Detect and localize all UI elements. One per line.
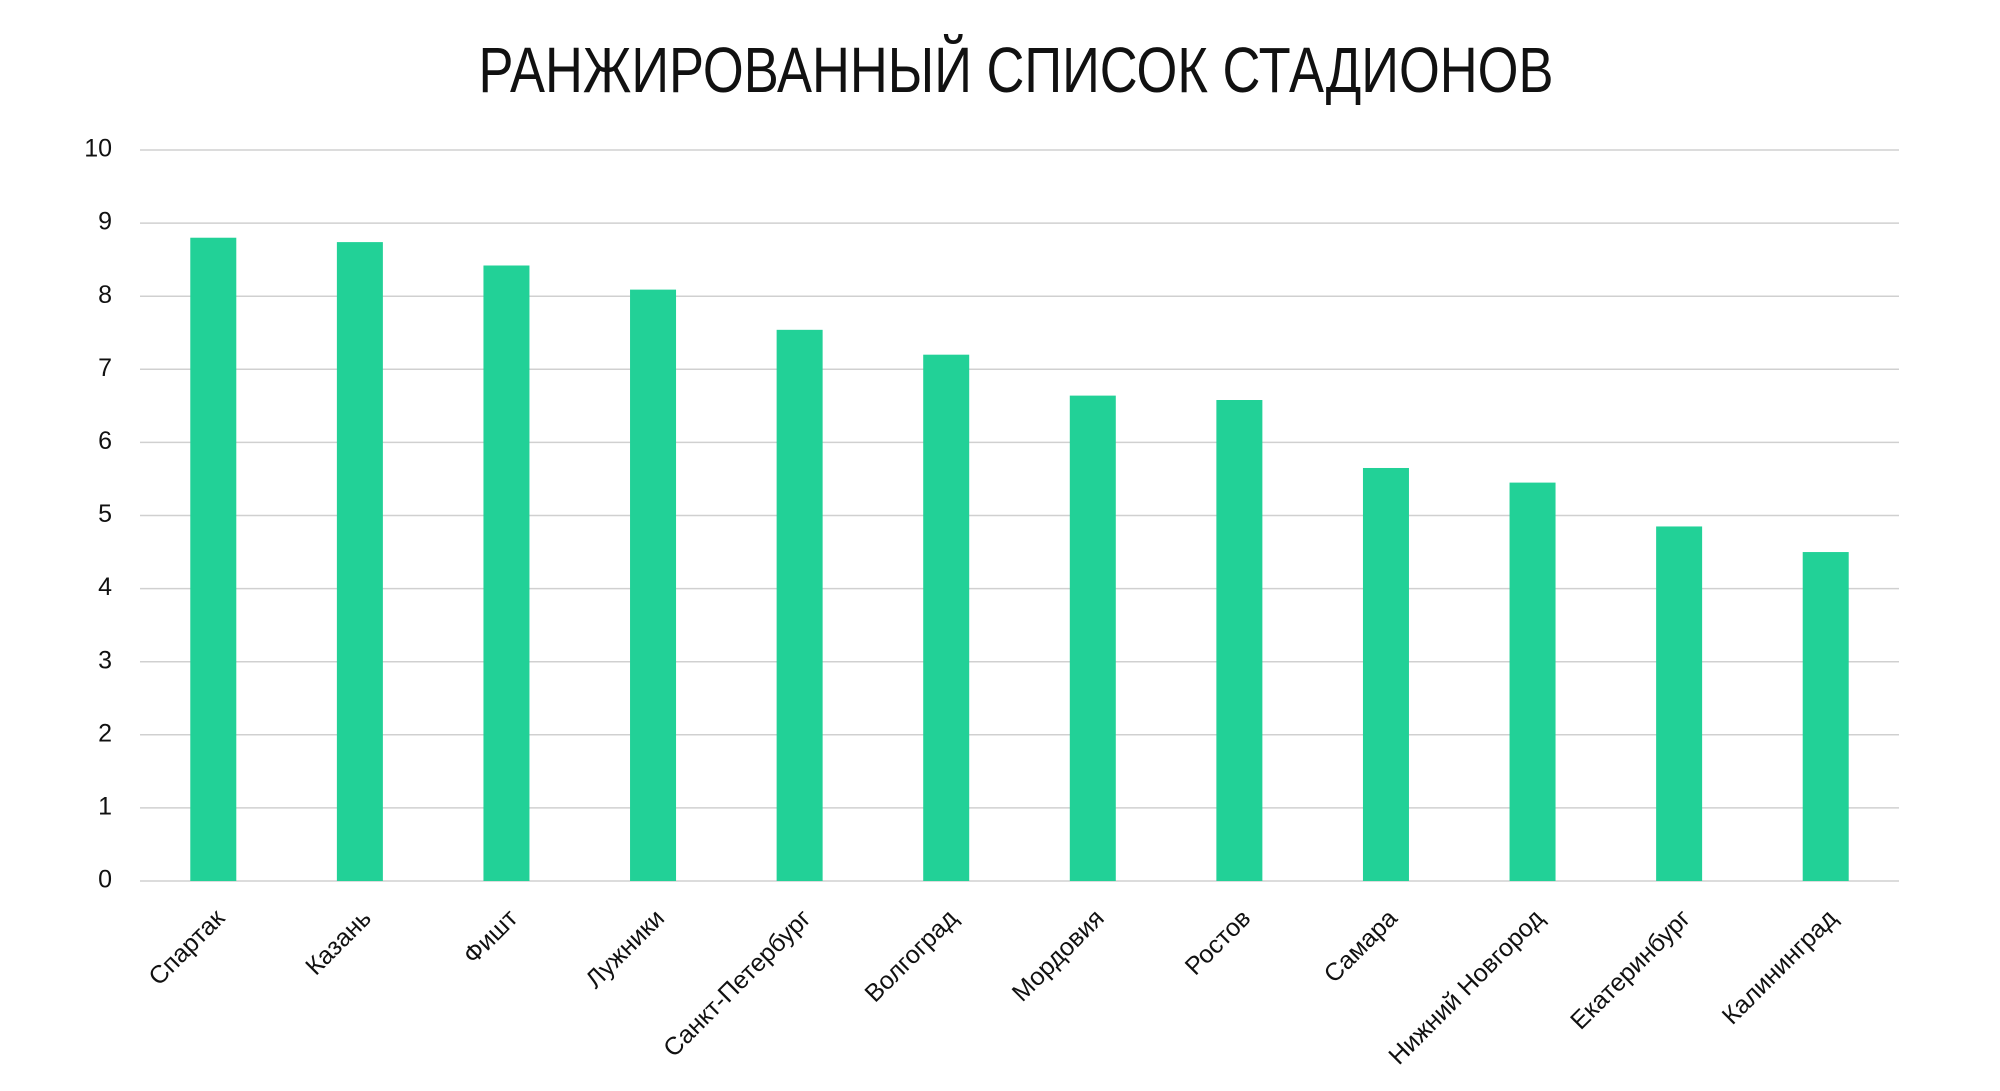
x-tick-label: Калининград	[1717, 904, 1843, 1030]
y-tick-label: 1	[98, 793, 112, 821]
bar	[630, 289, 677, 882]
y-tick-label: 6	[98, 427, 112, 455]
y-tick-label: 5	[98, 500, 112, 528]
bar	[1802, 552, 1849, 881]
y-tick-label: 9	[98, 208, 112, 236]
bar	[1656, 526, 1703, 881]
y-tick-label: 4	[98, 573, 112, 601]
bar	[190, 237, 237, 882]
x-tick-label: Спартак	[143, 903, 231, 991]
y-tick-label: 10	[84, 135, 112, 163]
x-tick-label: Ростов	[1180, 904, 1257, 981]
chart-title: РАНЖИРОВАННЫЙ СПИСОК СТАДИОНОВ	[478, 33, 1553, 106]
y-tick-label: 8	[98, 281, 112, 309]
x-tick-label: Фишт	[458, 904, 524, 970]
bar	[1069, 395, 1116, 881]
x-tick-label: Екатеринбург	[1565, 904, 1696, 1035]
y-tick-label: 3	[98, 646, 112, 674]
y-tick-label: 7	[98, 354, 112, 382]
y-tick-label: 0	[98, 866, 112, 894]
x-tick-label: Санкт-Петербург	[658, 904, 816, 1062]
x-tick-label: Казань	[300, 904, 377, 981]
x-tick-label: Лужники	[580, 904, 670, 994]
bar	[483, 265, 530, 881]
x-tick-label: Мордовия	[1007, 904, 1110, 1007]
bar	[1509, 482, 1556, 881]
y-tick-label: 2	[98, 719, 112, 747]
bar	[336, 242, 383, 881]
bar	[1216, 400, 1263, 881]
bar	[1362, 467, 1409, 881]
bar	[776, 329, 823, 881]
x-tick-label: Волгоград	[859, 904, 963, 1008]
x-tick-label: Самара	[1319, 904, 1403, 988]
x-tick-label: Нижний Новгород	[1383, 904, 1549, 1070]
bar	[923, 354, 970, 881]
